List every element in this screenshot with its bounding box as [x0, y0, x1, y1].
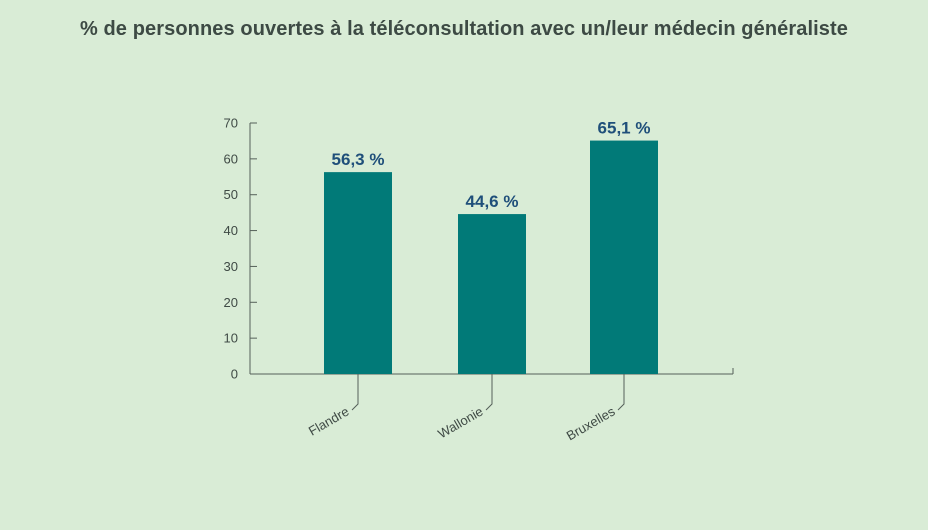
bar-wallonie [458, 214, 526, 374]
data-label: 44,6 % [466, 192, 519, 211]
y-tick-label: 50 [224, 187, 238, 202]
category-label: Wallonie [435, 404, 485, 442]
data-label: 65,1 % [598, 119, 651, 138]
bar-flandre [324, 172, 392, 374]
category-leader-line [617, 374, 625, 411]
bar-bruxelles [590, 140, 658, 374]
category-leader-line [351, 374, 359, 411]
y-tick-label: 60 [224, 151, 238, 166]
category-label: Flandre [306, 404, 352, 439]
y-tick-label: 40 [224, 223, 238, 238]
y-tick-label: 30 [224, 259, 238, 274]
y-tick-label: 10 [224, 331, 238, 346]
chart-title: % de personnes ouvertes à la téléconsult… [79, 18, 849, 40]
category-leader-line [485, 374, 493, 411]
y-tick-label: 70 [224, 116, 238, 131]
data-label: 56,3 % [332, 150, 385, 169]
y-tick-label: 20 [224, 295, 238, 310]
y-tick-label: 0 [231, 367, 238, 382]
category-label: Bruxelles [564, 403, 618, 443]
